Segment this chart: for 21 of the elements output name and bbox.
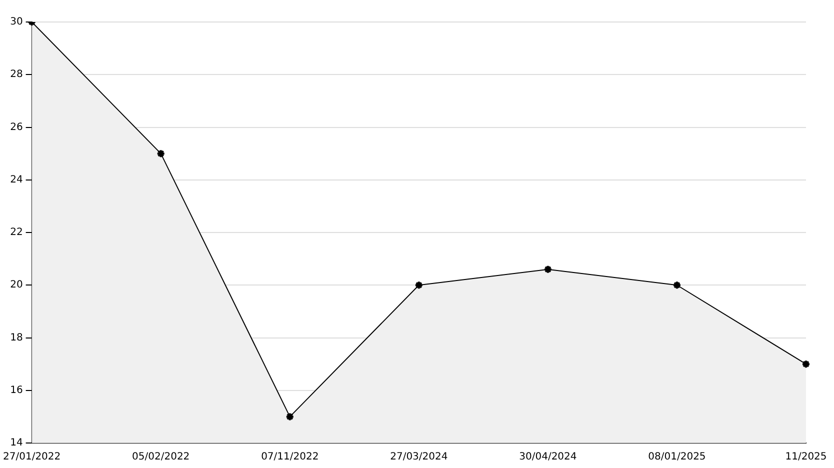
y-tick-label: 26 (10, 122, 23, 133)
point (285, 412, 294, 422)
y-tick-label: 18 (10, 332, 23, 344)
y-tick-label: 20 (10, 280, 23, 291)
x-tick-label: 27/01/2022 (3, 452, 61, 463)
x-tick-label: 11/2025 (785, 452, 827, 463)
x-tick-label: 30/04/2024 (519, 452, 577, 463)
y-tick-label: 24 (10, 174, 23, 186)
point (414, 280, 424, 290)
point (672, 280, 682, 290)
y-tick-label: 30 (10, 16, 23, 28)
x-tick-label: 07/11/2022 (261, 452, 319, 463)
x-tick-label: 08/01/2025 (648, 452, 706, 463)
y-tick-label: 28 (10, 69, 23, 80)
point (156, 149, 166, 158)
y-tick-label: 16 (10, 384, 23, 396)
x-tick-label: 05/02/2022 (132, 452, 190, 463)
point (543, 264, 552, 274)
x-tick-label: 27/03/2024 (390, 452, 448, 463)
y-tick-label: 14 (10, 438, 23, 449)
y-tick-label: 22 (10, 227, 23, 238)
